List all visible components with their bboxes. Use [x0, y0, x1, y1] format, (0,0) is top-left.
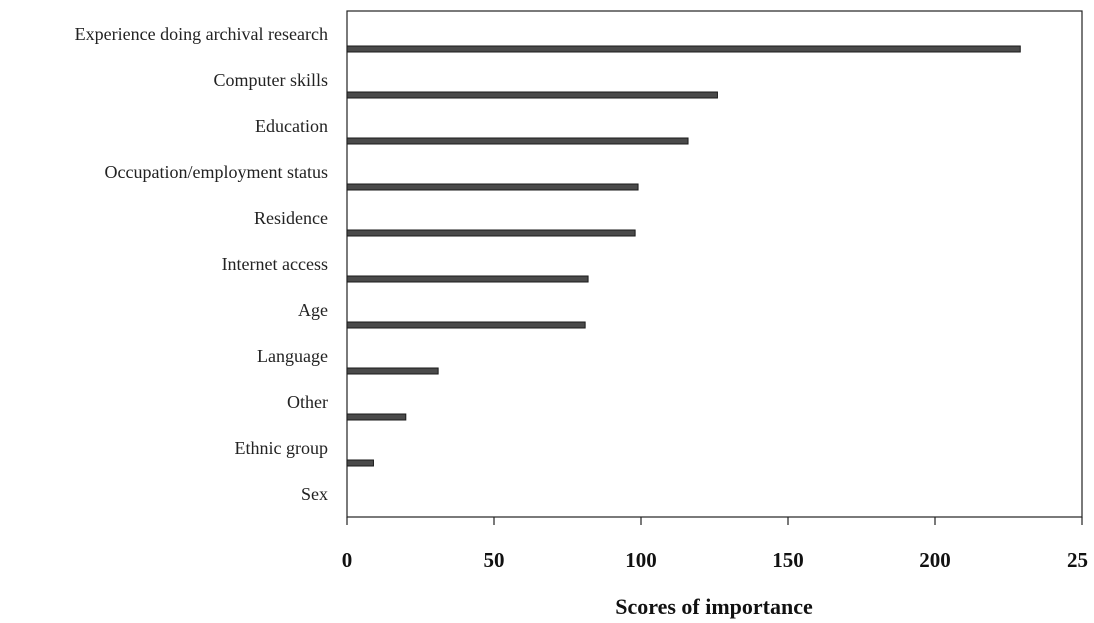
bar	[346, 321, 586, 329]
bar	[346, 459, 374, 467]
bar	[346, 229, 636, 237]
category-label: Age	[298, 300, 328, 320]
category-label: Other	[287, 392, 328, 412]
bar	[346, 413, 407, 421]
bars-layer	[346, 45, 1021, 467]
x-tick-label: 0	[342, 548, 353, 572]
category-label: Residence	[254, 208, 328, 228]
category-label: Experience doing archival research	[75, 24, 328, 44]
category-label: Ethnic group	[235, 438, 328, 458]
bar	[346, 137, 689, 145]
category-label: Computer skills	[213, 70, 328, 90]
category-label: Internet access	[222, 254, 328, 274]
x-tick-label: 200	[919, 548, 951, 572]
category-label: Occupation/employment status	[105, 162, 328, 182]
category-label: Language	[257, 346, 328, 366]
x-axis-title: Scores of importance	[615, 594, 813, 619]
bar	[346, 91, 718, 99]
bar	[346, 45, 1021, 53]
bar	[346, 367, 439, 375]
bar	[346, 183, 639, 191]
x-tick-label: 150	[772, 548, 804, 572]
x-axis-ticks: 0 50 100 150 200 25	[342, 517, 1088, 572]
x-tick-label: 50	[484, 548, 505, 572]
category-label: Sex	[301, 484, 328, 504]
x-tick-label: 25	[1067, 548, 1088, 572]
category-labels: Experience doing archival research Comput…	[75, 24, 328, 504]
bar	[346, 275, 589, 283]
x-tick-label: 100	[625, 548, 657, 572]
plot-frame	[346, 10, 1083, 518]
category-label: Education	[255, 116, 328, 136]
